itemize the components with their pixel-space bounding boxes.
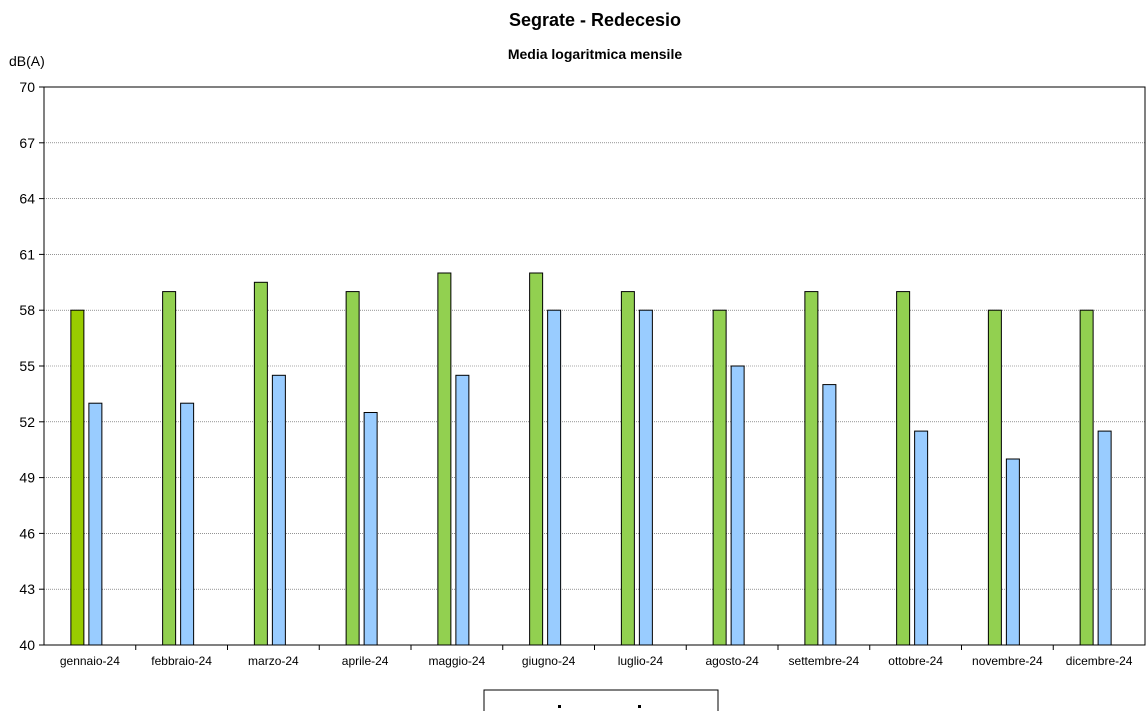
bar-series-1 [253, 281, 268, 646]
y-tick-label: 67 [19, 135, 35, 151]
bar-series-1 [70, 309, 85, 646]
chart-title: Segrate - Redecesio [509, 10, 681, 30]
bar-series-1 [437, 272, 452, 646]
bar-series-1 [620, 291, 635, 646]
y-tick-label: 52 [19, 414, 35, 430]
bar-series-2 [455, 374, 470, 646]
x-category-label: aprile-24 [342, 654, 389, 668]
y-tick-label: 43 [19, 581, 35, 597]
bar-series-1 [529, 272, 544, 646]
legend [483, 689, 719, 711]
y-tick-label: 58 [19, 302, 35, 318]
chart-subtitle: Media logaritmica mensile [508, 46, 682, 62]
y-tick-label: 46 [19, 525, 35, 541]
x-category-label: settembre-24 [789, 654, 860, 668]
bar-series-1 [162, 291, 177, 646]
bar-series-2 [547, 309, 562, 646]
bar-series-2 [180, 402, 195, 646]
x-category-label: luglio-24 [618, 654, 664, 668]
bar-series-2 [638, 309, 653, 646]
x-category-label: ottobre-24 [888, 654, 943, 668]
x-category-label: marzo-24 [248, 654, 299, 668]
bar-series-1 [804, 291, 819, 646]
bar-series-2 [914, 430, 929, 646]
y-tick-label: 49 [19, 470, 35, 486]
bar-series-2 [88, 402, 103, 646]
legend-swatch-1 [558, 705, 561, 708]
axes [43, 86, 1146, 650]
x-category-label: novembre-24 [972, 654, 1043, 668]
bars [70, 272, 1112, 646]
bar-series-2 [822, 384, 837, 646]
x-category-label: febbraio-24 [151, 654, 212, 668]
bar-series-1 [712, 309, 727, 646]
x-category-label: maggio-24 [429, 654, 486, 668]
legend-swatch-2 [638, 705, 641, 708]
bar-series-2 [1097, 430, 1112, 646]
x-category-label: giugno-24 [522, 654, 576, 668]
bar-series-2 [730, 365, 745, 646]
y-tick-label: 55 [19, 358, 35, 374]
y-tick-label: 64 [19, 191, 35, 207]
bar-series-1 [896, 291, 911, 646]
y-ticks: 40 43 46 49 52 55 58 61 64 67 70 [19, 79, 44, 653]
legend-box [483, 689, 719, 711]
x-category-label: dicembre-24 [1066, 654, 1133, 668]
y-axis-label: dB(A) [9, 53, 45, 69]
y-tick-label: 61 [19, 246, 35, 262]
bar-series-1 [987, 309, 1002, 646]
bar-series-2 [1005, 458, 1020, 646]
bar-series-1 [345, 291, 360, 646]
x-category-label: agosto-24 [705, 654, 759, 668]
bar-series-2 [363, 412, 378, 646]
x-categories: gennaio-24 febbraio-24 marzo-24 aprile-24 ma… [60, 654, 1133, 668]
y-tick-label: 40 [19, 637, 35, 653]
y-tick-label: 70 [19, 79, 35, 95]
bar-series-1 [1079, 309, 1094, 646]
x-category-label: gennaio-24 [60, 654, 120, 668]
gridlines [44, 86, 1145, 590]
bar-series-2 [271, 374, 286, 646]
